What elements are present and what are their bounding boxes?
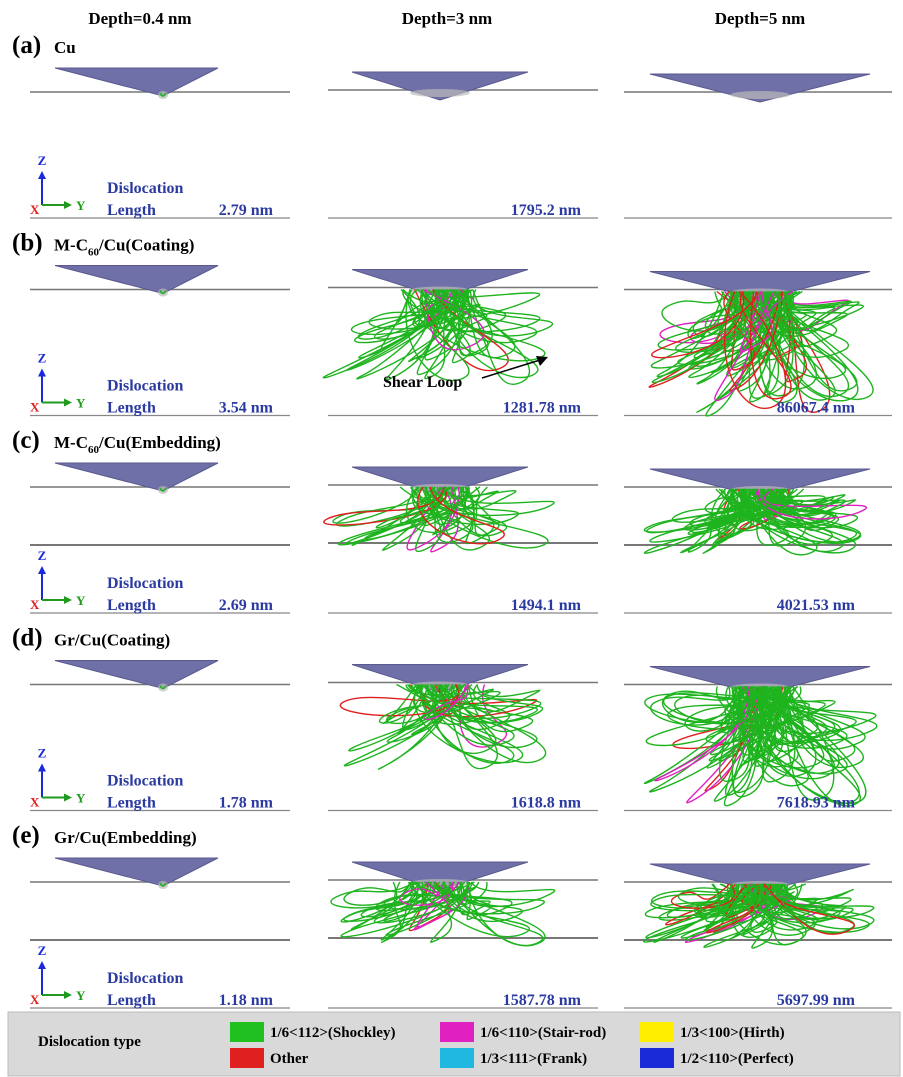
x-label: X — [30, 597, 40, 612]
name-part: Gr/Cu(Embedding) — [54, 828, 197, 847]
z-label: Z — [38, 351, 47, 366]
y-arrow — [64, 596, 72, 604]
length-value: 1.78 nm — [219, 795, 274, 812]
contact — [410, 89, 470, 97]
column-header: Depth=5 nm — [715, 9, 805, 28]
x-label: X — [30, 202, 40, 217]
length-value: 1795.2 nm — [511, 202, 582, 219]
legend-label: 1/2<110>(Perfect) — [680, 1051, 794, 1067]
name-part: M-C — [54, 236, 88, 255]
row-label: (d) — [12, 625, 43, 652]
legend-label: Other — [270, 1051, 309, 1067]
length-value: 5697.99 nm — [777, 992, 856, 1009]
z-arrow — [38, 566, 46, 574]
z-label: Z — [38, 943, 47, 958]
length-value: 4021.53 nm — [777, 597, 856, 614]
legend-swatch — [440, 1048, 474, 1068]
y-arrow — [64, 399, 72, 407]
z-arrow — [38, 171, 46, 179]
length-value: 7618.93 nm — [777, 795, 856, 812]
row-name: Cu — [54, 38, 76, 57]
contact — [158, 684, 168, 692]
column-header: Depth=3 nm — [402, 9, 492, 28]
x-label: X — [30, 992, 40, 1007]
y-label: Y — [76, 593, 86, 608]
y-label: Y — [76, 988, 86, 1003]
legend-swatch — [440, 1022, 474, 1042]
contact — [158, 289, 168, 297]
legend-label: 1/3<111>(Frank) — [480, 1051, 587, 1067]
z-label: Z — [38, 548, 47, 563]
length-value: 1281.78 nm — [503, 400, 582, 417]
contact — [158, 91, 168, 99]
row-name: M-C60/Cu(Embedding) — [54, 433, 221, 456]
name-part: Cu — [54, 38, 76, 57]
dislocation-label: Length — [107, 597, 156, 614]
figure: Dislocation type Depth=0.4 nm Depth=3 nm D… — [0, 0, 903, 1077]
dislocation-label: Dislocation — [107, 378, 184, 395]
z-arrow — [38, 764, 46, 772]
column-header: Depth=0.4 nm — [88, 9, 191, 28]
dislocation-label: Dislocation — [107, 180, 184, 197]
name-part: /Cu(Coating) — [98, 236, 194, 255]
contact — [158, 881, 168, 889]
y-arrow — [64, 991, 72, 999]
row-name: Gr/Cu(Embedding) — [54, 828, 197, 847]
length-value: 3.54 nm — [219, 400, 274, 417]
length-value: 1618.8 nm — [511, 795, 582, 812]
z-arrow — [38, 369, 46, 377]
row-label: (c) — [12, 427, 40, 454]
row-label: (b) — [12, 230, 43, 257]
z-label: Z — [38, 153, 47, 168]
legend-label: 1/6<110>(Stair-rod) — [480, 1025, 606, 1041]
row-name: M-C60/Cu(Coating) — [54, 236, 194, 259]
contact — [158, 486, 168, 494]
dislocation-label: Length — [107, 202, 156, 219]
dislocation-label: Length — [107, 400, 156, 417]
legend-title: Dislocation type — [38, 1034, 141, 1050]
name-part: Gr/Cu(Coating) — [54, 631, 170, 650]
dislocation-label: Length — [107, 992, 156, 1009]
dislocation-label: Dislocation — [107, 970, 184, 987]
y-arrow — [64, 794, 72, 802]
length-value: 1.18 nm — [219, 992, 274, 1009]
contact — [730, 91, 790, 99]
length-value: 1494.1 nm — [511, 597, 582, 614]
length-value: 1587.78 nm — [503, 992, 582, 1009]
y-arrow — [64, 201, 72, 209]
row-label: (a) — [12, 32, 41, 59]
dislocation-label: Dislocation — [107, 773, 184, 790]
name-part: M-C — [54, 433, 88, 452]
legend-swatch — [640, 1048, 674, 1068]
legend-swatch — [230, 1048, 264, 1068]
legend-swatch — [640, 1022, 674, 1042]
z-arrow — [38, 961, 46, 969]
x-label: X — [30, 795, 40, 810]
row-name: Gr/Cu(Coating) — [54, 631, 170, 650]
annotation: Shear Loop — [383, 374, 462, 391]
legend-label: 1/6<112>(Shockley) — [270, 1025, 395, 1041]
name-sub: 60 — [88, 444, 100, 456]
name-part: /Cu(Embedding) — [98, 433, 221, 452]
dislocation-label: Dislocation — [107, 575, 184, 592]
length-value: 86067.4 nm — [777, 400, 856, 417]
length-value: 2.69 nm — [219, 597, 274, 614]
length-value: 2.79 nm — [219, 202, 274, 219]
name-sub: 60 — [88, 247, 100, 259]
y-label: Y — [76, 791, 86, 806]
legend-label: 1/3<100>(Hirth) — [680, 1025, 785, 1041]
x-label: X — [30, 400, 40, 415]
row-label: (e) — [12, 822, 40, 849]
legend-swatch — [230, 1022, 264, 1042]
y-label: Y — [76, 396, 86, 411]
y-label: Y — [76, 198, 86, 213]
dislocation-label: Length — [107, 795, 156, 812]
z-label: Z — [38, 746, 47, 761]
